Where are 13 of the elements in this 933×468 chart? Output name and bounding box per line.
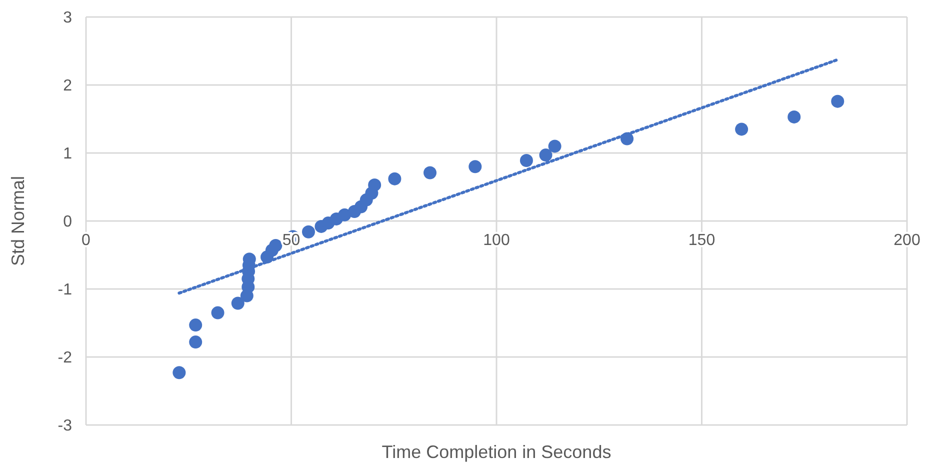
y-tick-label: 3 xyxy=(63,10,72,27)
y-tick-label: -3 xyxy=(58,418,72,435)
x-tick-label: 200 xyxy=(894,232,920,249)
x-tick-label: 0 xyxy=(82,232,91,249)
x-axis-title: Time Completion in Seconds xyxy=(382,442,612,462)
x-tick-label: 100 xyxy=(483,232,510,249)
y-tick-label: -2 xyxy=(58,350,72,367)
x-tick-label: 150 xyxy=(688,232,716,249)
y-tick-label: 0 xyxy=(63,214,72,231)
y-tick-label: 1 xyxy=(63,146,72,163)
y-axis-title: Std Normal xyxy=(8,176,28,266)
y-tick-label: 2 xyxy=(63,78,72,95)
y-tick-label: -1 xyxy=(58,282,72,299)
